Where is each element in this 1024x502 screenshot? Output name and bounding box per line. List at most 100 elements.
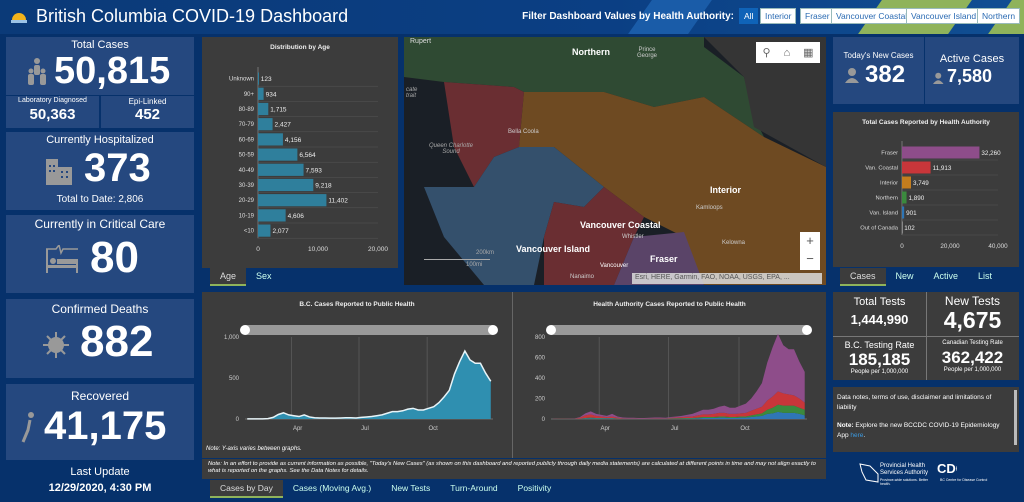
total-tests-value: 1,444,990 xyxy=(850,312,909,327)
people-icon xyxy=(28,58,46,85)
bc-testing-rate-value: 185,185 xyxy=(848,350,911,369)
category-label: Unknown xyxy=(229,77,254,83)
tab-turn-around[interactable]: Turn-Around xyxy=(450,483,498,493)
map-label: Kamloops xyxy=(696,205,723,211)
tab-age[interactable]: Age xyxy=(210,268,247,286)
active-cases-value: 7,580 xyxy=(947,66,993,86)
map-label: Interior xyxy=(710,185,742,195)
x-tick-label: 20,000 xyxy=(368,246,388,253)
epi-linked-card: Epi-Linked 452 xyxy=(101,96,194,128)
x-tick-label: Jul xyxy=(671,426,679,432)
map-region-vancouver-coastal-north xyxy=(444,82,524,187)
tab-cases-by-day[interactable]: Cases by Day xyxy=(210,480,283,498)
x-tick-label: Oct xyxy=(740,426,750,432)
time-slider-end-handle[interactable] xyxy=(802,325,812,335)
time-slider-end-handle[interactable] xyxy=(488,325,498,335)
bar-Unknown xyxy=(258,72,259,85)
zoom-controls: + − xyxy=(800,232,820,270)
data-label: 934 xyxy=(266,91,277,98)
series-area-2 xyxy=(553,391,805,419)
x-tick-label: Apr xyxy=(600,426,609,432)
tab-active[interactable]: Active xyxy=(933,271,959,281)
tab-new[interactable]: New xyxy=(895,271,914,281)
bc-cases-chart: B.C. Cases Reported to Public Health 0 500… xyxy=(224,301,498,432)
bar-Northern xyxy=(902,191,907,204)
data-label: 7,593 xyxy=(306,167,323,174)
y-tick-label: 0 xyxy=(542,417,546,423)
data-notes-link[interactable]: Data notes, terms of use, disclaimer and… xyxy=(837,394,992,411)
category-label: 10-19 xyxy=(239,213,255,219)
lab-diagnosed-card: Laboratory Diagnosed 50,363 xyxy=(6,96,99,128)
zoom-in-button[interactable]: + xyxy=(806,233,814,248)
data-label: 9,218 xyxy=(315,183,332,190)
map-scale-mi: 100mi xyxy=(466,262,483,268)
category-label: Interior xyxy=(880,181,898,187)
note-text: Explore the new BCCDC COVID-19 Epidemiol… xyxy=(837,422,1000,439)
health-authority-map[interactable]: Northern Prince George Bella Coola Queen… xyxy=(404,37,826,285)
tab-cases[interactable]: Cases xyxy=(840,268,886,286)
data-label: 123 xyxy=(261,76,272,83)
tab-sex[interactable]: Sex xyxy=(256,271,272,281)
time-slider-start-handle[interactable] xyxy=(240,325,250,335)
category-label: 50-59 xyxy=(239,153,255,159)
total-cases-card: Total Cases 50,815 xyxy=(6,37,194,95)
last-update-label: Last Update xyxy=(70,466,130,478)
y-tick-label: 0 xyxy=(236,417,240,423)
filter-all-button[interactable]: All xyxy=(739,8,759,24)
bar-60-69 xyxy=(258,133,283,146)
deaths-label: Confirmed Deaths xyxy=(51,302,149,316)
header-bar: British Columbia COVID-19 Dashboard Filt… xyxy=(0,0,1024,34)
bar-<10 xyxy=(258,224,271,237)
recovered-card: Recovered 41,175 xyxy=(6,384,194,460)
category-label: Out of Canada xyxy=(860,226,898,232)
cases-area xyxy=(247,350,491,419)
data-label: 11,402 xyxy=(328,198,348,205)
map-label: Vancouver Coastal xyxy=(580,220,661,230)
filter-vancouver-coastal-button[interactable]: Vancouver Coastal xyxy=(831,8,913,24)
map-attribution[interactable]: Esri, HERE, Garmin, FAO, NOAA, USGS, EPA… xyxy=(632,273,822,284)
chart-title: B.C. Cases Reported to Public Health xyxy=(299,301,414,308)
filter-fraser-button[interactable]: Fraser xyxy=(800,8,835,24)
filter-vancouver-island-button[interactable]: Vancouver Island xyxy=(906,8,982,24)
virus-icon xyxy=(43,332,69,358)
chart-title: Total Cases Reported by Health Authority xyxy=(862,119,990,126)
search-icon[interactable]: ⚲ xyxy=(762,47,771,59)
filter-interior-button[interactable]: Interior xyxy=(760,8,797,24)
cases-charts-panel: B.C. Cases Reported to Public Health 0 500… xyxy=(202,292,826,458)
data-label: 4,606 xyxy=(288,213,305,220)
yaxis-note: Note: Y-axis varies between graphs. xyxy=(206,446,302,452)
map-region-fraser xyxy=(614,232,704,285)
home-icon[interactable]: ⌂ xyxy=(783,46,791,59)
canadian-testing-rate-value: 362,422 xyxy=(941,348,1004,367)
bar-Out of Canada xyxy=(902,221,903,234)
zoom-out-button[interactable]: − xyxy=(806,251,814,266)
active-cases-card: Active Cases 7,580 xyxy=(925,37,1019,104)
epi-linked-label: Epi-Linked xyxy=(128,97,167,106)
new-tests-value: 4,675 xyxy=(943,307,1002,333)
recovered-label: Recovered xyxy=(70,389,130,403)
filter-northern-button[interactable]: Northern xyxy=(977,8,1021,24)
tab-list[interactable]: List xyxy=(978,271,993,281)
basemap-gallery-icon[interactable]: ▦ xyxy=(803,47,814,59)
tab-new-tests[interactable]: New Tests xyxy=(391,483,431,493)
time-slider-track xyxy=(245,325,493,335)
bar-Fraser xyxy=(902,146,980,159)
category-label: 70-79 xyxy=(239,122,255,128)
hospitalized-label: Currently Hospitalized xyxy=(46,134,154,146)
tab-positivity[interactable]: Positivity xyxy=(517,483,552,493)
epidemiology-app-link[interactable]: here xyxy=(850,432,864,439)
active-cases-label: Active Cases xyxy=(939,53,1005,65)
tab-cases-moving-avg[interactable]: Cases (Moving Avg.) xyxy=(292,483,372,493)
new-cases-label: Today's New Cases xyxy=(843,51,914,60)
hospitalized-value: 373 xyxy=(84,146,151,190)
time-slider-start-handle[interactable] xyxy=(546,325,556,335)
tests-panel: Total Tests 1,444,990 New Tests 4,675 B.… xyxy=(833,292,1019,380)
person-icon xyxy=(933,72,944,84)
data-label: 901 xyxy=(906,210,917,217)
notes-scrollbar[interactable] xyxy=(1014,390,1017,445)
map-label: Northern xyxy=(572,47,610,57)
series-area-1 xyxy=(553,404,805,419)
x-tick-label: 0 xyxy=(256,246,260,253)
map-regions xyxy=(404,37,826,285)
series-area-3 xyxy=(553,333,805,419)
